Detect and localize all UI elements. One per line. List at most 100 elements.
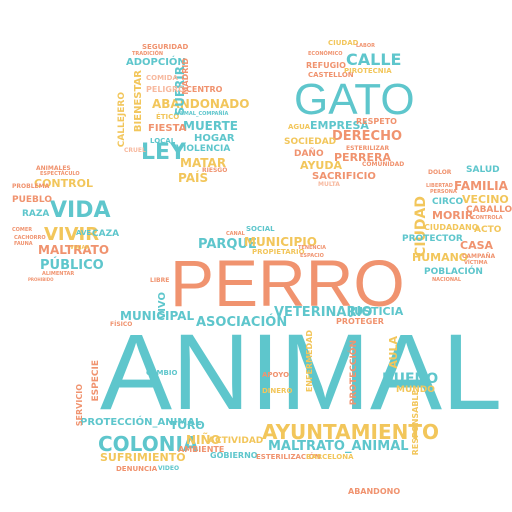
cloud-word: PIROTECNIA (344, 67, 392, 75)
cloud-word: DUEÑO (382, 371, 439, 387)
cloud-word: RAZA (22, 209, 50, 219)
cloud-word: HOGAR (194, 133, 235, 144)
cloud-word: FÍSICO (110, 321, 133, 328)
cloud-word: AGUA (288, 123, 311, 131)
cloud-word: JUSTICIA (350, 305, 404, 318)
cloud-word: ESTERILIZAR (346, 145, 390, 152)
cloud-word: APOYO (262, 371, 290, 379)
cloud-word: MALTRATO (38, 243, 110, 257)
cloud-word: ESPECIE (91, 360, 101, 402)
cloud-word: TENENCIA (298, 245, 327, 251)
cloud-word: TORO (170, 419, 205, 432)
cloud-word: SALUD (466, 165, 500, 175)
cloud-word: GATO (294, 75, 415, 124)
cloud-word: LABOR (356, 43, 375, 49)
cloud-word: CASA (460, 239, 494, 252)
cloud-word: ACTO (474, 225, 502, 235)
cloud-word: PROPIETARIO (252, 248, 305, 256)
cloud-word: CAZA (92, 229, 120, 239)
cloud-word: MALTRATO_ANIMAL (268, 439, 409, 454)
cloud-word: VIDEO (158, 465, 180, 472)
cloud-word: PROTECCIÓN (349, 340, 359, 406)
cloud-word: AYUDA (300, 159, 343, 172)
cloud-word: PERRERA (334, 151, 392, 164)
cloud-word: VIVO (157, 292, 168, 320)
cloud-word: MUNICIPIO (244, 235, 317, 249)
cloud-word: CASTELLÓN (308, 71, 354, 79)
cloud-word: ALIMENTAR (42, 271, 75, 277)
cloud-word: REFUGIO (306, 61, 346, 70)
cloud-word: PUEBLO (12, 195, 52, 205)
cloud-word: VECINO (462, 193, 509, 206)
cloud-word: ECONÓMICO (308, 51, 343, 57)
cloud-word: FIESTA (148, 123, 187, 134)
cloud-word: AYUNTAMIENTO (262, 420, 439, 444)
cloud-word: DERECHO (332, 129, 403, 144)
cloud-word: LIBRE (150, 277, 170, 284)
cloud-word: LOCAL (150, 137, 176, 145)
cloud-word: SERVICIO (75, 384, 84, 427)
cloud-word: ADOPCIÓN (126, 57, 186, 68)
cloud-word: CAMBIO (146, 369, 178, 377)
cloud-word: SACRIFICIO (312, 171, 376, 182)
cloud-word: FAUNA (14, 241, 33, 247)
cloud-word: PROHIBIDO (28, 277, 54, 282)
cloud-word: ANIMALES (36, 165, 71, 172)
cloud-word: PROTEGER (336, 317, 384, 326)
cloud-word: GOBIERNO (210, 451, 258, 460)
cloud-word: ENFERMEDAD (305, 330, 314, 393)
cloud-word: PÚBLICO (40, 258, 104, 273)
cloud-word: ABANDONO (348, 487, 401, 496)
cloud-word: CALLEJERO (117, 92, 127, 148)
cloud-word: MORIR (432, 209, 474, 222)
cloud-word: PARQUE (198, 237, 257, 252)
cloud-word: PROTECCIÓN_ANIMAL (80, 417, 202, 428)
cloud-word: COMIDA (146, 74, 178, 82)
cloud-word: ABANDONADO (152, 97, 250, 111)
cloud-word: HUMANO (412, 251, 469, 264)
cloud-word: CALLE (346, 50, 402, 69)
cloud-word: DOLOR (428, 169, 452, 176)
cloud-word: CANAL (226, 231, 245, 237)
cloud-word: COMER (12, 227, 33, 233)
cloud-word: SOCIAL (246, 225, 275, 233)
cloud-word: ACTIVIDAD (208, 436, 264, 446)
cloud-word: PROBLEMA (12, 183, 50, 190)
cloud-word: ESPECTÁCULO (40, 171, 80, 177)
cloud-word: VIDA (50, 198, 111, 223)
cloud-word: VÍCTIMA (464, 260, 488, 266)
cloud-word: ASOCIACIÓN (196, 315, 288, 330)
cloud-word: CRUEL (124, 147, 146, 154)
cloud-word: RIESGO (202, 167, 228, 174)
cloud-word: BIENESTAR (133, 70, 144, 133)
cloud-word: RESPONSABLE (411, 390, 420, 456)
cloud-word: PERRO (170, 246, 405, 320)
cloud-word: VETERINARIO (274, 305, 373, 320)
cloud-word: ÉTICO (156, 113, 180, 121)
cloud-word: MUNDO (396, 385, 435, 395)
cloud-word: PERSONA (430, 189, 457, 195)
cloud-word: CIUDADANO (424, 223, 479, 232)
cloud-word: EMPRESA (310, 119, 369, 132)
cloud-word: CENTRO (186, 85, 223, 94)
cloud-word: TRADICIÓN (132, 51, 164, 57)
cloud-word: AVE (76, 229, 92, 237)
cloud-word: DINERO (262, 387, 293, 395)
cloud-word: VIAJAR (70, 245, 90, 251)
cloud-word: ANIMAL_COMPAÑÍA (174, 111, 229, 117)
cloud-word: AMBIENTE (178, 445, 225, 454)
cloud-word: ANIMAL (100, 311, 503, 432)
cloud-word: SOCIEDAD (284, 137, 337, 147)
cloud-word: CONTROLA (472, 215, 503, 221)
cloud-word: LIBERTAD (426, 183, 453, 189)
cloud-word: CIRCO (432, 197, 464, 207)
cloud-word: COMUNIDAD (362, 161, 405, 168)
cloud-word: ESPACIO (300, 253, 324, 259)
cloud-word: ESTERILIZACIÓN (256, 453, 321, 461)
cloud-word: VIOLENCIA (176, 144, 231, 154)
cloud-word: PELIGRO (146, 85, 185, 94)
cloud-word: CABALLO (466, 205, 512, 215)
cloud-word: CONTROL (34, 177, 93, 190)
cloud-word: BARCELONA (306, 453, 354, 461)
